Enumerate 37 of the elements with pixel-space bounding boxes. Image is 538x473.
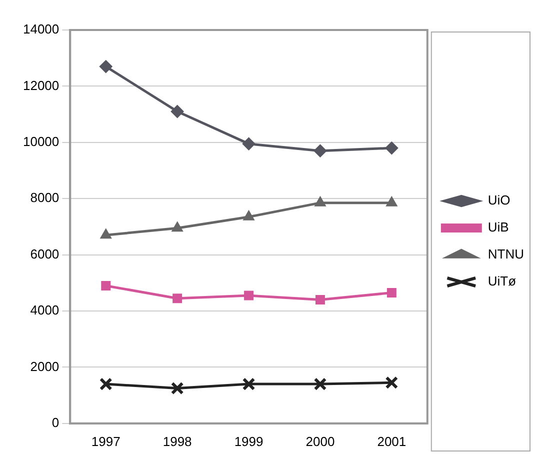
point — [99, 60, 112, 74]
point — [99, 378, 112, 391]
y-tick-label: 8000 — [30, 190, 60, 206]
y-tick-label: 0 — [52, 414, 60, 430]
point — [242, 378, 256, 391]
point — [172, 222, 184, 232]
point — [170, 104, 184, 118]
legend-label: UiO — [488, 192, 510, 208]
point — [170, 382, 184, 395]
point — [242, 137, 256, 150]
legend-label: UiTø — [488, 274, 516, 289]
y-tick-label: 12000 — [22, 78, 60, 93]
x-tick-label: 1998 — [162, 434, 192, 449]
x-tick-label: 1999 — [234, 434, 264, 449]
point — [314, 196, 326, 206]
point — [101, 280, 111, 290]
y-tick-label: 14000 — [22, 22, 60, 37]
point — [315, 295, 325, 305]
point — [172, 294, 182, 304]
x-tick-label: 1997 — [91, 434, 120, 449]
x-tick-label: 2001 — [377, 434, 406, 449]
point — [314, 144, 327, 158]
point — [100, 228, 112, 239]
y-tick-label: 4000 — [30, 302, 60, 318]
point — [386, 196, 398, 206]
y-tick-label: 6000 — [30, 246, 60, 262]
y-tick-label: 10000 — [22, 134, 60, 149]
legend-label: NTNU — [488, 246, 524, 262]
point — [314, 378, 327, 391]
point — [385, 376, 398, 390]
legend-label: UiB — [488, 220, 509, 235]
point — [243, 210, 254, 220]
point — [244, 290, 254, 300]
point — [386, 288, 396, 298]
y-tick-label: 2000 — [30, 358, 60, 374]
x-tick-label: 2000 — [306, 434, 335, 449]
point — [385, 142, 398, 155]
